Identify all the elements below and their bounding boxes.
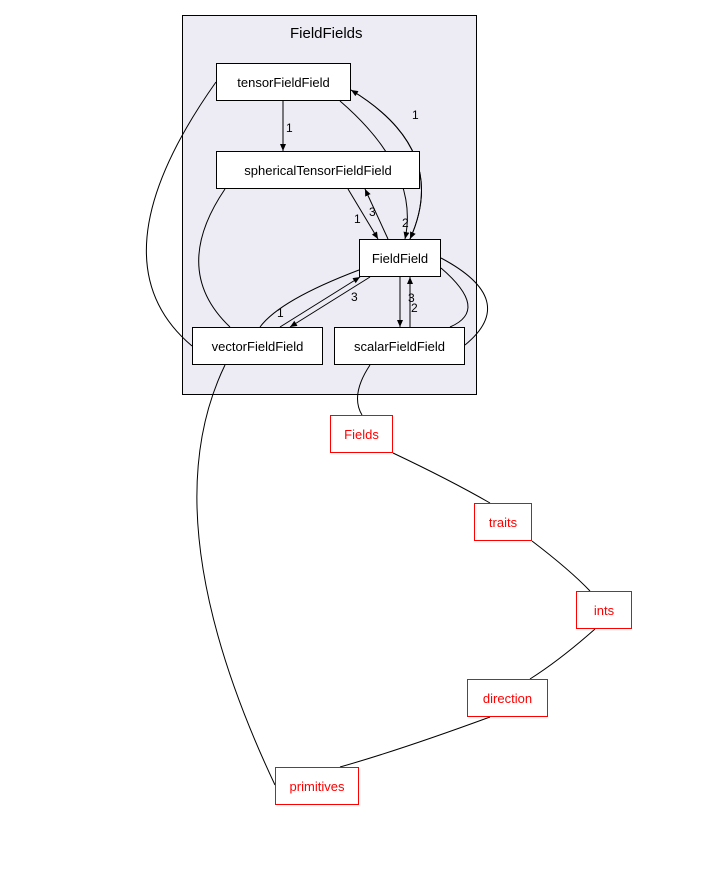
node-sphericaltensorfieldfield[interactable]: sphericalTensorFieldField [216, 151, 420, 189]
container-title: FieldFields [290, 25, 363, 42]
node-label: vectorFieldField [212, 339, 304, 354]
node-label: tensorFieldField [237, 75, 330, 90]
node-label: sphericalTensorFieldField [244, 163, 391, 178]
node-fieldfield[interactable]: FieldField [359, 239, 441, 277]
edge-label: 1 [277, 306, 284, 320]
node-label: direction [483, 691, 532, 706]
edge-label: 2 [402, 216, 409, 230]
edge-label: 1 [354, 212, 361, 226]
edge-label: 1 [412, 108, 419, 122]
node-ints[interactable]: ints [576, 591, 632, 629]
node-direction[interactable]: direction [467, 679, 548, 717]
node-tensorfieldfield[interactable]: tensorFieldField [216, 63, 351, 101]
node-label: FieldField [372, 251, 428, 266]
node-fields[interactable]: Fields [330, 415, 393, 453]
edge-label: 2 [411, 301, 418, 315]
node-label: ints [594, 603, 614, 618]
node-primitives[interactable]: primitives [275, 767, 359, 805]
edge-label: 3 [369, 205, 376, 219]
node-label: primitives [290, 779, 345, 794]
node-label: traits [489, 515, 517, 530]
edge-label: 3 [351, 290, 358, 304]
node-traits[interactable]: traits [474, 503, 532, 541]
node-label: scalarFieldField [354, 339, 445, 354]
node-vectorfieldfield[interactable]: vectorFieldField [192, 327, 323, 365]
edge-label: 1 [286, 121, 293, 135]
node-label: Fields [344, 427, 379, 442]
node-scalarfieldfield[interactable]: scalarFieldField [334, 327, 465, 365]
